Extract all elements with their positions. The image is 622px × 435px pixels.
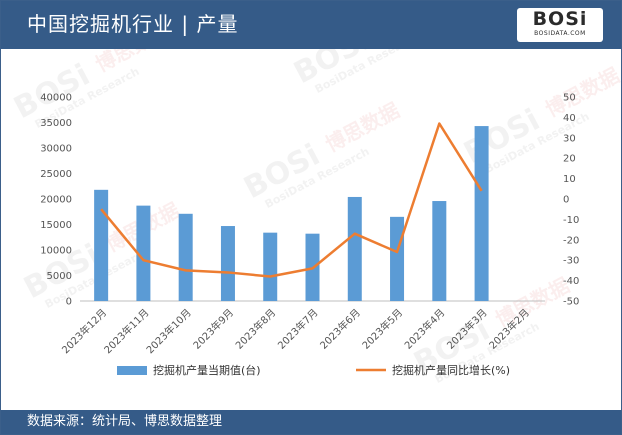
bar [136,205,151,301]
y-left-tick-label: 15000 [40,220,72,231]
y-left-tick-label: 20000 [40,195,72,206]
bar [390,216,405,301]
chart-axes: 0 5000 10000 15000 20000 25000 30000 35000 40000… [40,93,579,308]
x-tick-label: 2023年7月 [275,306,321,352]
y-right-tick-label: 30 [563,133,576,144]
header-bar: 中国挖掘机行业 | 产量 BOSi BOSIDATA.COM [1,1,621,49]
bar [474,126,489,301]
y-left-tick-label: 0 [66,297,72,308]
legend-label-bar: 挖掘机产量当期值(台) [153,363,261,377]
page-title: 中国挖掘机行业 | 产量 [27,12,239,36]
line-series [100,122,483,278]
y-left-tick-label: 5000 [47,271,72,282]
bar [94,189,109,301]
footer-bar: 数据来源：统计局、博思数据整理 [1,410,621,434]
bar-series [94,126,489,301]
y-right-tick-label: 0 [563,195,569,206]
x-tick-label: 2023年9月 [190,306,236,352]
bar [432,201,447,301]
bar [220,226,235,301]
y-left-tick-label: 10000 [40,246,72,257]
x-tick-label: 2023年8月 [233,306,279,352]
y-right-tick-label: 10 [563,174,576,185]
x-tick-label: 2023年6月 [317,306,363,352]
y-left-tick-label: 35000 [40,118,72,129]
bar [263,232,278,301]
y-left-tick-label: 30000 [40,144,72,155]
y-left-tick-label: 25000 [40,169,72,180]
bar [178,213,193,301]
bar [347,196,362,301]
series-line [100,122,483,278]
legend-label-line: 挖掘机产量同比增长(%) [392,363,510,377]
y-left-tick-label: 40000 [40,93,72,104]
y-right-tick-label: -10 [563,215,579,226]
y-right-tick-label: -20 [563,235,579,246]
logo-subtext: BOSIDATA.COM [534,30,586,37]
logo-mark: BOSi [532,8,588,30]
y-right-tick-label: -30 [563,256,579,267]
data-source-note: 数据来源：统计局、博思数据整理 [27,414,223,429]
y-right-tick-label: -50 [563,297,579,308]
chart-legend: 挖掘机产量当期值(台) 挖掘机产量同比增长(%) [117,363,510,377]
y-right-tick-label: 40 [563,113,576,124]
x-tick-label: 2023年10月 [143,306,193,356]
y-right-tick-label: 50 [563,93,576,104]
x-tick-label: 2023年5月 [359,306,405,352]
y-right-tick-label: -40 [563,276,579,287]
y-right-tick-label: 20 [563,154,576,165]
legend-swatch-bar [117,366,147,375]
brand-logo: BOSi BOSIDATA.COM [517,8,603,42]
